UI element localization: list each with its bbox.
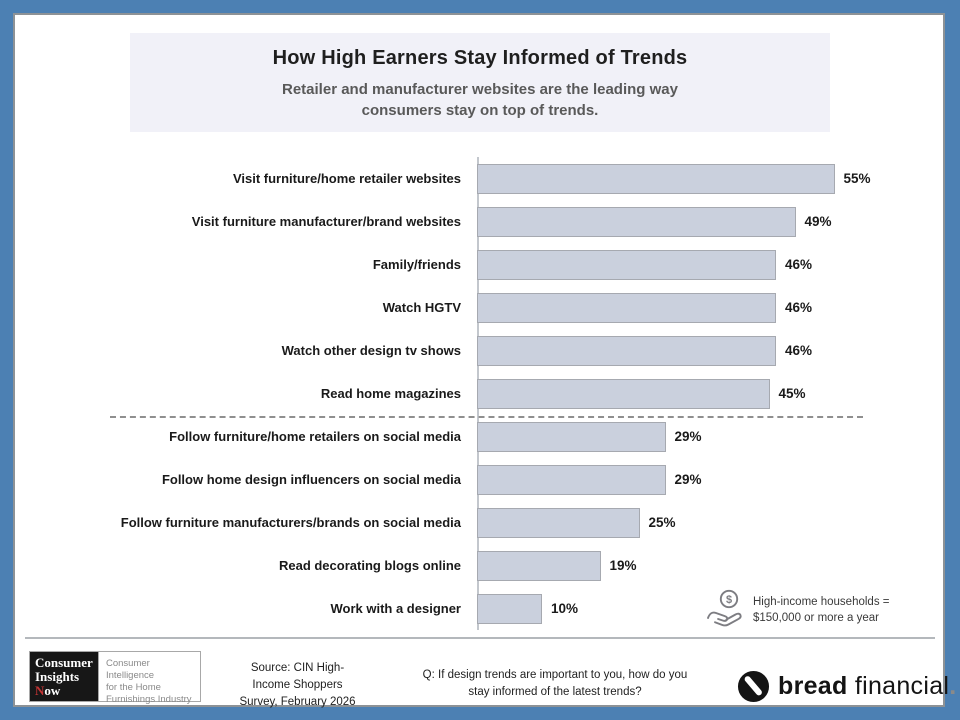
consumer-insights-now-logo: Consumer Insights Now Consumer Intellige…	[29, 651, 201, 705]
category-label: Watch HGTV	[382, 300, 461, 315]
brand-word-financial: financial	[854, 671, 950, 700]
value-label: 49%	[804, 214, 832, 229]
cin-word-2: Insights	[35, 669, 80, 684]
cin-logo-wordmark: Consumer Insights Now	[30, 652, 98, 701]
value-label: 55%	[843, 171, 871, 186]
category-label: Watch other design tv shows	[281, 343, 461, 358]
note-line-1: High-income households =	[753, 596, 890, 608]
bar	[477, 593, 542, 624]
chart-title: How High Earners Stay Informed of Trends	[272, 47, 688, 69]
value-label: 19%	[609, 558, 637, 573]
bar	[477, 292, 776, 323]
chart-row: Follow home design influencers on social…	[15, 458, 947, 501]
cin-word-3-rest: ow	[44, 683, 61, 698]
value-label: 25%	[648, 515, 676, 530]
category-label: Follow furniture manufacturers/brands on…	[120, 515, 461, 530]
value-label: 46%	[785, 257, 813, 272]
category-label: Work with a designer	[330, 601, 461, 616]
value-label: 10%	[551, 601, 579, 616]
source-line-1: Source: CIN High-	[250, 662, 345, 674]
high-income-note: $ High-income households = $150,000 or m…	[704, 588, 929, 632]
brand-word-bread: bread	[778, 671, 848, 700]
chart-row: Watch HGTV 46%	[15, 286, 947, 329]
subtitle-line-2: consumers stay on top of trends.	[361, 102, 599, 119]
value-label: 29%	[674, 472, 702, 487]
cin-tagline-1: Consumer Intelligence	[106, 658, 155, 681]
cin-tagline-3: Furnishings Industry	[106, 694, 192, 705]
bread-financial-logo: bread financial.	[737, 663, 956, 709]
footer-divider	[25, 637, 935, 639]
chart-header: How High Earners Stay Informed of Trends…	[130, 33, 830, 132]
value-label: 46%	[785, 343, 813, 358]
bar	[477, 464, 666, 495]
chart-row: Family/friends 46%	[15, 243, 947, 286]
category-label: Follow furniture/home retailers on socia…	[169, 429, 461, 444]
bar-chart: Visit furniture/home retailer websites 55…	[15, 157, 947, 630]
dashed-separator-line	[110, 416, 863, 418]
source-line-3: Survey, February 2026	[239, 696, 356, 708]
bread-financial-wordmark: bread financial.	[778, 672, 957, 701]
bar	[477, 206, 796, 237]
cin-tagline-2: for the Home	[106, 682, 161, 693]
chart-subtitle: Retailer and manufacturer websites are t…	[130, 79, 830, 121]
category-label: Visit furniture/home retailer websites	[232, 171, 461, 186]
cin-logo-tagline: Consumer Intelligence for the Home Furni…	[98, 652, 200, 705]
note-line-2: $150,000 or more a year	[753, 612, 879, 624]
subtitle-line-1: Retailer and manufacturer websites are t…	[282, 81, 678, 98]
chart-row: Read home magazines 45%	[15, 372, 947, 415]
svg-text:$: $	[726, 594, 732, 606]
bar	[477, 421, 666, 452]
chart-row: Follow furniture manufacturers/brands on…	[15, 501, 947, 544]
hand-coin-dollar-icon: $	[707, 589, 742, 627]
category-label: Visit furniture manufacturer/brand websi…	[191, 214, 461, 229]
bar	[477, 378, 770, 409]
category-label: Read decorating blogs online	[278, 558, 461, 573]
bar	[477, 163, 835, 194]
value-label: 29%	[674, 429, 702, 444]
category-label: Follow home design influencers on social…	[161, 472, 461, 487]
chart-row: Watch other design tv shows 46%	[15, 329, 947, 372]
chart-row: Work with a designer 10%	[15, 587, 947, 630]
cin-word-3-initial: N	[35, 683, 45, 698]
slide-card: How High Earners Stay Informed of Trends…	[13, 13, 956, 709]
source-text: Source: CIN High- Income Shoppers Survey…	[210, 660, 385, 711]
chart-row: Follow furniture/home retailers on socia…	[15, 415, 947, 458]
brand-suffix-dot: .	[949, 671, 957, 700]
category-label: Family/friends	[372, 257, 461, 272]
bar	[477, 249, 776, 280]
value-label: 46%	[785, 300, 813, 315]
question-line-1: Q: If design trends are important to you…	[422, 669, 688, 681]
source-line-2: Income Shoppers	[252, 679, 343, 691]
bread-financial-icon	[737, 670, 770, 702]
bar	[477, 335, 776, 366]
bar	[477, 507, 640, 538]
high-income-note-text: High-income households = $150,000 or mor…	[753, 594, 889, 626]
question-line-2: stay informed of the latest trends?	[468, 686, 642, 698]
bar	[477, 550, 601, 581]
chart-row: Visit furniture manufacturer/brand websi…	[15, 200, 947, 243]
chart-row: Read decorating blogs online 19%	[15, 544, 947, 587]
survey-question-text: Q: If design trends are important to you…	[395, 667, 715, 701]
value-label: 45%	[778, 386, 806, 401]
category-label: Read home magazines	[320, 386, 461, 401]
chart-row: Visit furniture/home retailer websites 55…	[15, 157, 947, 200]
cin-word-1: Consumer	[35, 655, 93, 670]
